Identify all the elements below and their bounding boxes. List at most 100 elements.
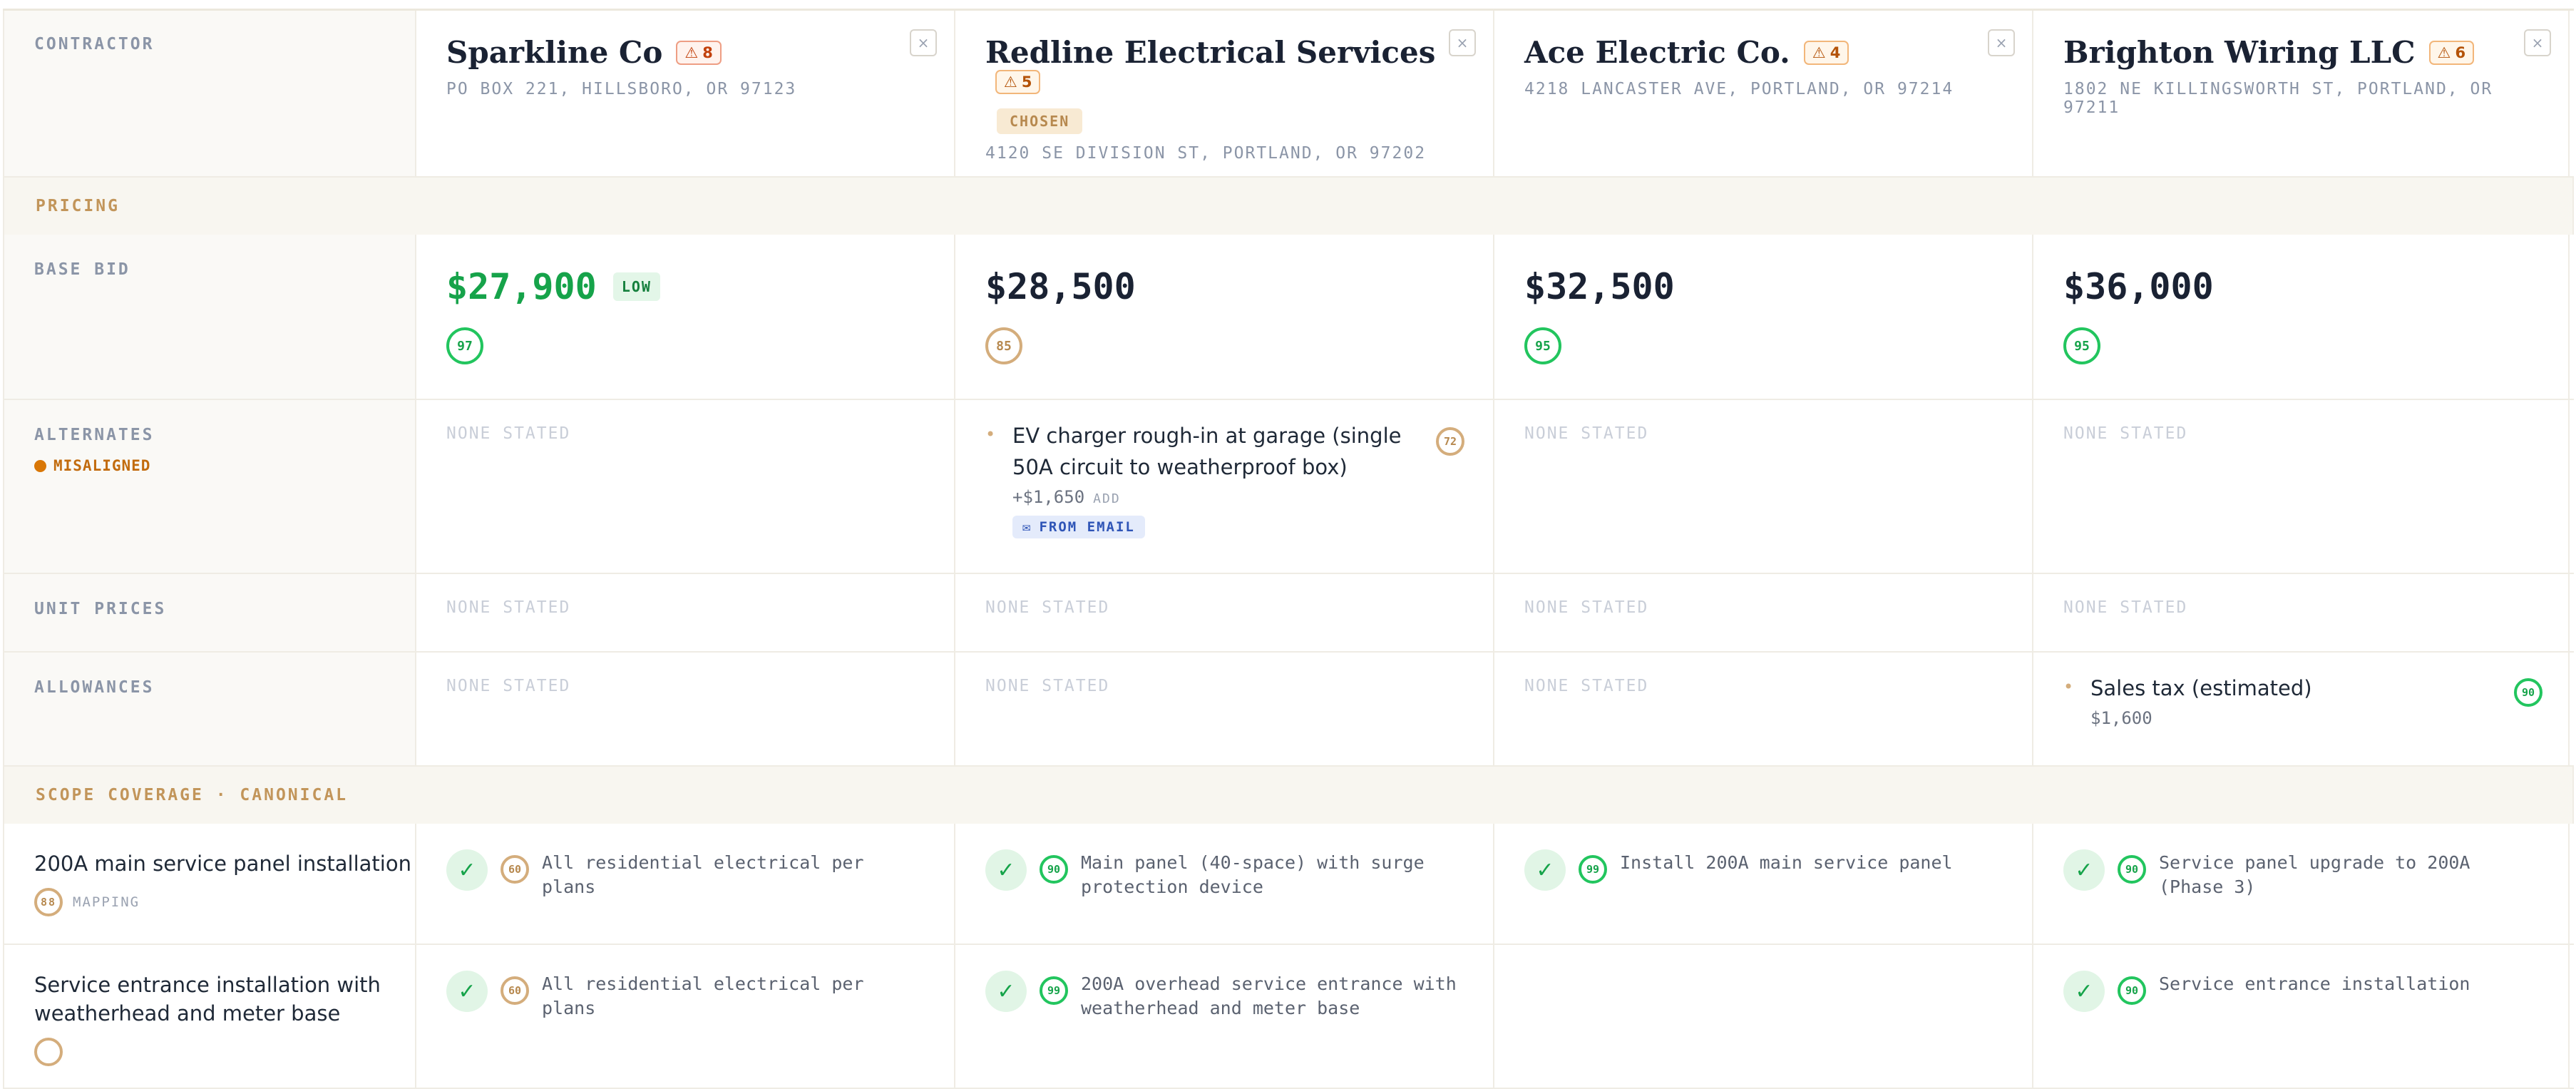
email-icon: ✉ <box>1022 519 1032 535</box>
allowances-row: ALLOWANCES NONE STATED NONE STATED NONE … <box>3 653 2574 767</box>
scope-section-header: SCOPE COVERAGE · CANONICAL <box>3 767 2574 824</box>
confidence-ring: 90 <box>1040 855 1068 884</box>
bullet-icon: • <box>985 424 996 444</box>
scope-mapped-text: Service entrance installation <box>2159 973 2470 994</box>
scope-mapped-text: Service panel upgrade to 200A (Phase 3) <box>2159 852 2470 897</box>
bid-amount: $32,500 <box>1524 266 1675 307</box>
alternates-cell: NONE STATED <box>416 400 955 573</box>
bid-cell: $28,500 85 <box>955 235 1494 399</box>
confidence-ring: 60 <box>501 855 529 884</box>
low-bid-badge: LOW <box>612 272 660 301</box>
base-bid-row: BASE BID $27,900 LOW 97 $28,500 85 $32,5… <box>3 235 2574 400</box>
warning-dot-icon <box>34 459 46 472</box>
check-icon: ✓ <box>985 971 1027 1012</box>
check-icon: ✓ <box>1524 849 1566 891</box>
alternates-cell: NONE STATED <box>1494 400 2033 573</box>
check-icon: ✓ <box>2063 971 2105 1012</box>
confidence-ring: 85 <box>985 327 1022 364</box>
scope-cell: ✓ 60 All residential electrical per plan… <box>416 945 955 1088</box>
scope-cell: ✓ 60 All residential electrical per plan… <box>416 824 955 944</box>
alternates-cell: • EV charger rough-in at garage (single … <box>955 400 1494 573</box>
pricing-section-header: PRICING <box>3 178 2574 235</box>
source-badge[interactable]: ✉ FROM EMAIL <box>1012 516 1145 538</box>
scope-mapped-text: All residential electrical per plans <box>542 852 864 897</box>
scope-cell: ✓ 90 Service entrance installation <box>2033 945 2570 1088</box>
contractor-address: 4120 SE DIVISION ST, PORTLAND, OR 97202 <box>985 144 1427 163</box>
unit-prices-label: UNIT PRICES <box>3 574 416 651</box>
remove-contractor-button[interactable]: × <box>910 29 937 56</box>
canonical-item: 200A main service panel installation <box>34 852 411 876</box>
contractor-address: PO BOX 221, HILLSBORO, OR 97123 <box>446 80 797 98</box>
check-icon: ✓ <box>2063 849 2105 891</box>
contractor-name: Sparkline Co <box>446 35 663 70</box>
contractor-card-redline: Redline Electrical Services ⚠ 5 CHOSEN 41… <box>955 11 1494 176</box>
unit-prices-cell: NONE STATED <box>2033 574 2570 651</box>
contractor-card-brighton: Brighton Wiring LLC ⚠ 6 1802 NE KILLINGSW… <box>2033 11 2570 176</box>
bid-comparison-grid: CONTRACTOR Sparkline Co ⚠ 8 PO BOX 221, H… <box>3 9 2574 1089</box>
scope-cell: ✓ 99 Install 200A main service panel <box>1494 824 2033 944</box>
scope-mapped-text: 200A overhead service entrance with weat… <box>1081 973 1457 1018</box>
warning-badge[interactable]: ⚠ 5 <box>995 70 1041 94</box>
alternates-label: ALTERNATES MISALIGNED <box>3 400 416 573</box>
alternates-cell: NONE STATED <box>2033 400 2570 573</box>
allowances-label: ALLOWANCES <box>3 653 416 765</box>
check-icon: ✓ <box>985 849 1027 891</box>
alternate-amount-line: +$1,650 ADD <box>1012 487 1121 507</box>
allowances-cell: NONE STATED <box>955 653 1494 765</box>
scope-cell: ✓ 99 200A overhead service entrance with… <box>955 945 1494 1088</box>
contractor-address: 1802 NE KILLINGSWORTH ST, PORTLAND, OR 9… <box>2063 80 2493 117</box>
confidence-ring: 90 <box>2118 976 2146 1005</box>
scope-mapped-text: Main panel (40-space) with surge protect… <box>1081 852 1425 897</box>
confidence-ring <box>34 1038 63 1066</box>
remove-contractor-button[interactable]: × <box>1988 29 2015 56</box>
contractor-card-sparkline: Sparkline Co ⚠ 8 PO BOX 221, HILLSBORO, O… <box>416 11 955 176</box>
allowances-cell: • Sales tax (estimated) $1,600 90 <box>2033 653 2570 765</box>
warning-badge[interactable]: ⚠ 6 <box>2428 40 2475 65</box>
confidence-ring: 95 <box>1524 327 1561 364</box>
scope-row: 200A main service panel installation 88 … <box>3 824 2574 945</box>
scope-cell: ✓ 90 Main panel (40-space) with surge pr… <box>955 824 1494 944</box>
bid-cell: $36,000 95 <box>2033 235 2570 399</box>
allowance-amount: $1,600 <box>2090 708 2152 728</box>
allowances-cell: NONE STATED <box>416 653 955 765</box>
bullet-icon: • <box>2063 677 2074 697</box>
contractor-name: Brighton Wiring LLC <box>2063 35 2416 70</box>
unit-prices-cell: NONE STATED <box>1494 574 2033 651</box>
confidence-ring: 72 <box>1436 427 1464 456</box>
confidence-ring: 90 <box>2118 855 2146 884</box>
scope-row: Service entrance installation with weath… <box>3 945 2574 1089</box>
warning-icon: ⚠ <box>684 44 699 61</box>
unit-prices-cell: NONE STATED <box>416 574 955 651</box>
unit-prices-cell: NONE STATED <box>955 574 1494 651</box>
contractor-address: 4218 LANCASTER AVE, PORTLAND, OR 97214 <box>1524 80 1954 98</box>
confidence-ring: 90 <box>2514 678 2542 707</box>
bid-amount: $36,000 <box>2063 266 2214 307</box>
scope-mapped-text: Install 200A main service panel <box>1620 852 1953 873</box>
bid-cell: $27,900 LOW 97 <box>416 235 955 399</box>
remove-contractor-button[interactable]: × <box>1449 29 1476 56</box>
alternates-row: ALTERNATES MISALIGNED NONE STATED • EV c… <box>3 400 2574 574</box>
allowances-cell: NONE STATED <box>1494 653 2033 765</box>
chosen-badge: CHOSEN <box>997 108 1083 134</box>
alternate-description: EV charger rough-in at garage (single 50… <box>1012 424 1402 479</box>
canonical-item: Service entrance installation with weath… <box>34 973 381 1026</box>
remove-contractor-button[interactable]: × <box>2524 29 2551 56</box>
confidence-ring: 88 <box>34 888 63 916</box>
warning-badge[interactable]: ⚠ 4 <box>1803 40 1849 65</box>
contractor-name: Ace Electric Co. <box>1524 35 1790 70</box>
bid-amount: $28,500 <box>985 266 1136 307</box>
scope-canonical-label: 200A main service panel installation 88 … <box>3 824 416 944</box>
warning-badge[interactable]: ⚠ 8 <box>676 40 722 65</box>
contractor-column-label: CONTRACTOR <box>3 11 416 176</box>
confidence-ring: 95 <box>2063 327 2100 364</box>
confidence-ring: 99 <box>1579 855 1607 884</box>
warning-icon: ⚠ <box>1812 44 1826 61</box>
confidence-ring: 60 <box>501 976 529 1005</box>
scope-mapped-text: All residential electrical per plans <box>542 973 864 1018</box>
warning-icon: ⚠ <box>1004 73 1017 91</box>
check-icon: ✓ <box>446 849 488 891</box>
scope-cell-empty <box>1494 945 2033 1088</box>
contractor-header-row: CONTRACTOR Sparkline Co ⚠ 8 PO BOX 221, H… <box>3 11 2574 178</box>
allowance-description: Sales tax (estimated) <box>2090 676 2312 700</box>
warning-icon: ⚠ <box>2437 44 2451 61</box>
